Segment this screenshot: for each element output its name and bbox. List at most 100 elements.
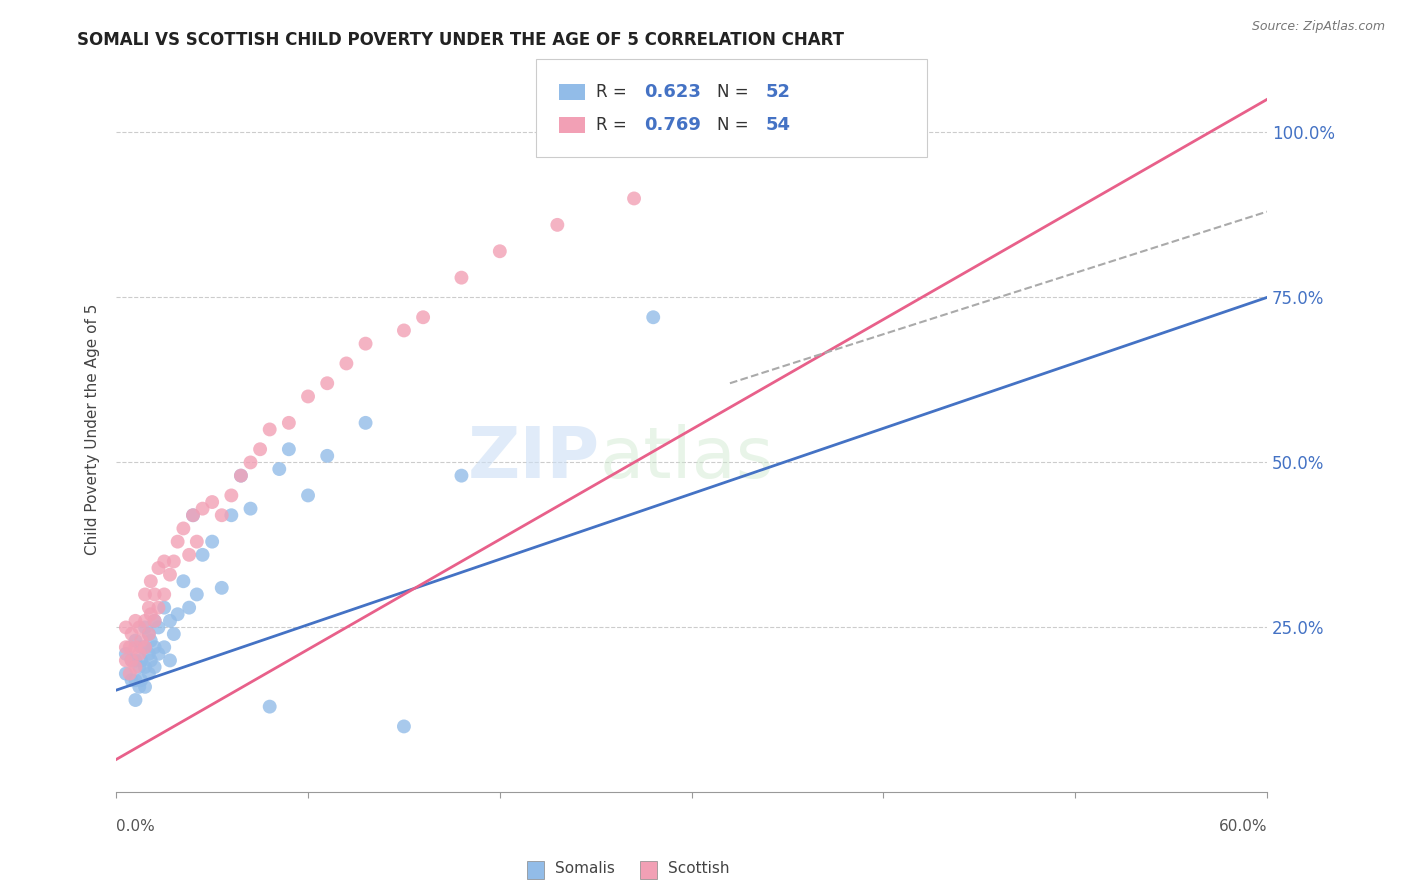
Point (201, 495, 224, 509)
Point (138, 666, 160, 681)
Text: Somalis: Somalis (555, 861, 616, 876)
Point (201, 534, 224, 549)
Point (221, 508, 243, 523)
Point (128, 660, 150, 674)
Point (297, 488, 319, 502)
Point (124, 640, 146, 655)
Point (124, 660, 146, 674)
Point (129, 640, 152, 655)
Text: R =: R = (596, 116, 633, 134)
Text: 60.0%: 60.0% (1219, 819, 1267, 834)
Point (239, 501, 262, 516)
Point (124, 653, 146, 667)
Point (148, 647, 170, 661)
Point (488, 244, 510, 259)
Text: 52: 52 (765, 83, 790, 101)
Point (623, 191, 645, 205)
Point (148, 561, 170, 575)
Point (186, 587, 208, 601)
Point (163, 627, 186, 641)
Point (124, 673, 146, 688)
Point (139, 607, 162, 622)
Point (179, 548, 201, 562)
Text: SOMALI VS SCOTTISH CHILD POVERTY UNDER THE AGE OF 5 CORRELATION CHART: SOMALI VS SCOTTISH CHILD POVERTY UNDER T… (77, 31, 845, 49)
Point (138, 647, 160, 661)
Point (166, 607, 188, 622)
Point (546, 218, 568, 232)
Point (166, 534, 188, 549)
Point (181, 508, 204, 523)
Point (118, 666, 141, 681)
Text: N =: N = (717, 83, 754, 101)
Point (115, 620, 138, 634)
Point (191, 501, 214, 516)
Point (277, 416, 299, 430)
Point (148, 620, 170, 634)
Point (129, 673, 152, 688)
Point (153, 600, 176, 615)
Point (354, 416, 377, 430)
Point (643, 310, 665, 325)
Point (138, 627, 160, 641)
Point (148, 600, 170, 615)
Point (143, 614, 166, 628)
Point (134, 620, 156, 634)
Point (121, 653, 143, 667)
Text: atlas: atlas (599, 424, 773, 493)
Point (129, 633, 152, 648)
Point (128, 680, 150, 694)
Point (269, 462, 291, 476)
Point (316, 449, 339, 463)
Point (700, 126, 723, 140)
Text: ZIP: ZIP (467, 424, 599, 493)
Point (354, 336, 377, 351)
Point (124, 633, 146, 648)
Text: Scottish: Scottish (668, 861, 730, 876)
Point (139, 633, 162, 648)
Y-axis label: Child Poverty Under the Age of 5: Child Poverty Under the Age of 5 (86, 304, 100, 555)
Point (159, 567, 181, 582)
Text: 54: 54 (765, 116, 790, 134)
Text: 0.769: 0.769 (644, 116, 702, 134)
Point (450, 468, 472, 483)
Point (259, 422, 281, 436)
Point (115, 647, 138, 661)
Point (211, 508, 233, 523)
Point (335, 356, 357, 370)
Point (172, 574, 194, 589)
Point (128, 620, 150, 634)
Point (163, 554, 186, 568)
Point (277, 442, 299, 457)
Point (853, 126, 876, 140)
Point (153, 554, 176, 568)
Point (229, 468, 252, 483)
Point (134, 660, 156, 674)
Point (179, 600, 201, 615)
Point (115, 666, 138, 681)
Point (115, 653, 138, 667)
Point (139, 574, 162, 589)
Point (153, 640, 176, 655)
Point (297, 389, 319, 403)
Point (134, 614, 156, 628)
Bar (527, 861, 544, 879)
Point (143, 660, 166, 674)
Text: 0.623: 0.623 (644, 83, 702, 101)
Point (121, 653, 143, 667)
Point (118, 640, 141, 655)
Point (191, 548, 214, 562)
Text: R =: R = (596, 83, 633, 101)
Point (121, 627, 143, 641)
Point (392, 323, 415, 337)
Point (115, 640, 138, 655)
Point (143, 587, 166, 601)
Point (412, 310, 434, 325)
Point (138, 627, 160, 641)
FancyBboxPatch shape (536, 59, 928, 157)
Point (249, 442, 271, 457)
Point (172, 521, 194, 535)
Point (139, 653, 162, 667)
Text: Source: ZipAtlas.com: Source: ZipAtlas.com (1251, 20, 1385, 33)
Point (229, 468, 252, 483)
Point (159, 653, 181, 667)
